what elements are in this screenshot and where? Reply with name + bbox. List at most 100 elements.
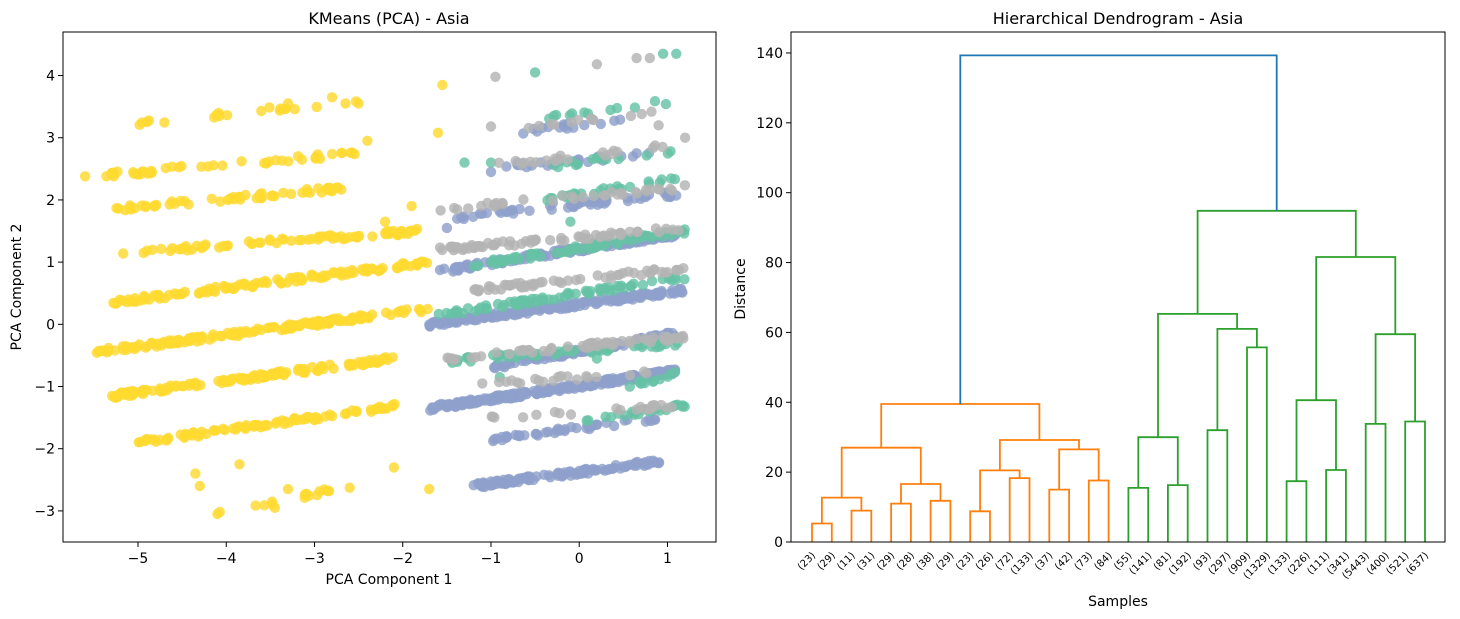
scatter-point: [208, 285, 219, 296]
scatter-point: [679, 132, 691, 143]
scatter-point: [530, 157, 542, 168]
scatter-point: [530, 234, 541, 245]
scatter-point: [246, 238, 258, 250]
scatter-point: [660, 98, 672, 110]
dendrogram-panel: Hierarchical Dendrogram - Asia 0 20 40 60 80…: [733, 9, 1446, 610]
scatter-point: [222, 110, 233, 121]
scatter-point: [518, 157, 529, 168]
scatter-point: [441, 222, 453, 234]
scatter-point: [525, 253, 536, 264]
scatter-point: [236, 156, 247, 167]
scatter-point: [516, 295, 527, 306]
scatter-point: [629, 102, 641, 113]
scatter-point: [183, 380, 195, 391]
scatter-point: [554, 408, 565, 419]
scatter-point: [606, 186, 617, 198]
scatter-point: [507, 477, 519, 488]
dendrogram-link: [1315, 256, 1397, 401]
scatter-point: [591, 353, 603, 364]
scatter-point: [648, 456, 659, 468]
scatter-point: [653, 120, 664, 131]
scatter-point: [406, 200, 417, 212]
scatter-point: [213, 107, 224, 119]
dendrogram-link: [1196, 209, 1357, 314]
dendrogram-link: [1157, 313, 1238, 438]
scatter-point: [362, 135, 373, 146]
scatter-point: [568, 193, 580, 204]
dendrogram-title: Hierarchical Dendrogram - Asia: [993, 9, 1244, 28]
scatter-point: [282, 277, 293, 288]
kmeans-scatter-panel: KMeans (PCA) - Asia −5 −4 −3 −2 −1 0 1 −3 −2 −1 0…: [9, 9, 717, 588]
scatter-point: [166, 161, 178, 172]
scatter-point: [485, 166, 497, 178]
scatter-point: [496, 477, 507, 489]
scatter-point: [303, 318, 314, 329]
scatter-point: [506, 205, 517, 216]
scatter-point: [497, 236, 509, 247]
scatter-point: [323, 230, 334, 242]
y-tick-label: 0: [774, 535, 783, 551]
leaf-label: (11): [835, 550, 857, 572]
scatter-point: [361, 263, 372, 274]
scatter-point: [607, 376, 619, 388]
scatter-point: [225, 329, 236, 340]
scatter-point: [434, 242, 446, 253]
dendrogram-link: [1216, 328, 1258, 431]
dendrogram-link: [1374, 333, 1416, 424]
scatter-point: [673, 225, 684, 236]
scatter-point: [248, 279, 259, 290]
scatter-point: [586, 113, 597, 124]
scatter-point: [641, 186, 652, 197]
leaf-label: (29): [875, 550, 897, 572]
scatter-point: [577, 192, 589, 203]
y-tick-label: 2: [46, 193, 55, 209]
scatter-point: [366, 406, 377, 417]
scatter-point: [641, 230, 652, 241]
dendrogram-leaf-labels: (23)(29)(11)(31)(29)(28)(38)(29)(23)(26)…: [796, 550, 1431, 581]
scatter-point: [548, 110, 559, 122]
scatter-point: [522, 308, 533, 319]
scatter-point: [347, 147, 358, 158]
scatter-point: [585, 285, 596, 297]
scatter-point: [666, 402, 677, 413]
scatter-point: [129, 293, 141, 304]
scatter-point: [477, 378, 488, 389]
scatter-point: [554, 153, 565, 165]
leaf-label: (37): [1033, 550, 1055, 572]
scatter-point: [210, 425, 221, 436]
scatter-point: [285, 321, 296, 332]
scatter-point: [608, 420, 620, 432]
scatter-point: [531, 409, 542, 420]
scatter-point: [588, 190, 599, 202]
x-tick-label: −2: [392, 551, 413, 567]
scatter-point: [256, 105, 267, 117]
scatter-point: [598, 230, 610, 241]
scatter-point: [250, 420, 261, 431]
scatter-point: [182, 245, 193, 256]
scatter-point: [133, 437, 144, 448]
scatter-point: [219, 424, 231, 436]
scatter-point: [118, 248, 129, 259]
scatter-point: [656, 399, 667, 411]
scatter-point: [132, 341, 143, 352]
scatter-point: [595, 239, 607, 250]
scatter-point: [310, 152, 322, 163]
scatter-point: [675, 284, 687, 295]
scatter-point: [554, 292, 565, 303]
scatter-point: [301, 411, 313, 423]
scatter-point: [607, 336, 619, 348]
scatter-point: [559, 467, 570, 478]
scatter-point: [175, 429, 186, 440]
scatter-point: [333, 313, 344, 324]
dendrogram-link: [1137, 436, 1179, 488]
scatter-point: [480, 394, 492, 405]
scatter-point: [176, 160, 187, 172]
scatter-point: [313, 183, 324, 194]
scatter-point: [266, 190, 277, 202]
scatter-point: [165, 380, 176, 391]
scatter-point: [269, 502, 280, 513]
scatter-point: [557, 190, 568, 201]
scatter-point: [475, 241, 486, 252]
y-tick-label: 0: [46, 317, 55, 333]
dendrogram-frame: [790, 31, 1446, 543]
